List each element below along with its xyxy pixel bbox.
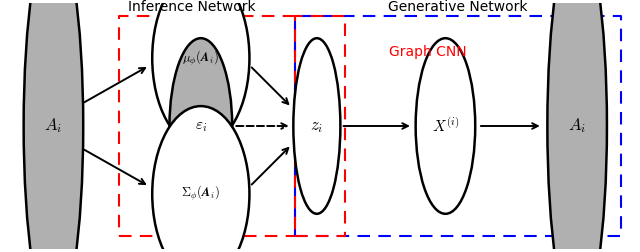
Text: $A_i$: $A_i$ (568, 117, 586, 135)
Text: $\varepsilon_i$: $\varepsilon_i$ (195, 118, 207, 134)
Ellipse shape (547, 0, 607, 252)
Text: $X^{(i)}$: $X^{(i)}$ (432, 117, 459, 135)
Text: Generative Network: Generative Network (388, 0, 528, 14)
Text: $z_i$: $z_i$ (310, 117, 323, 135)
Ellipse shape (170, 38, 232, 214)
Ellipse shape (415, 38, 476, 214)
Ellipse shape (293, 38, 340, 214)
Text: $A_i$: $A_i$ (44, 117, 63, 135)
Text: $\mu_\phi(\boldsymbol{A}_i)$: $\mu_\phi(\boldsymbol{A}_i)$ (182, 49, 219, 68)
Text: Inference Network: Inference Network (127, 0, 255, 14)
Text: $\Sigma_\phi(\boldsymbol{A}_i)$: $\Sigma_\phi(\boldsymbol{A}_i)$ (182, 184, 220, 203)
Ellipse shape (152, 0, 250, 146)
Ellipse shape (152, 106, 250, 252)
Ellipse shape (24, 0, 83, 252)
Text: Graph CNN: Graph CNN (389, 45, 467, 58)
